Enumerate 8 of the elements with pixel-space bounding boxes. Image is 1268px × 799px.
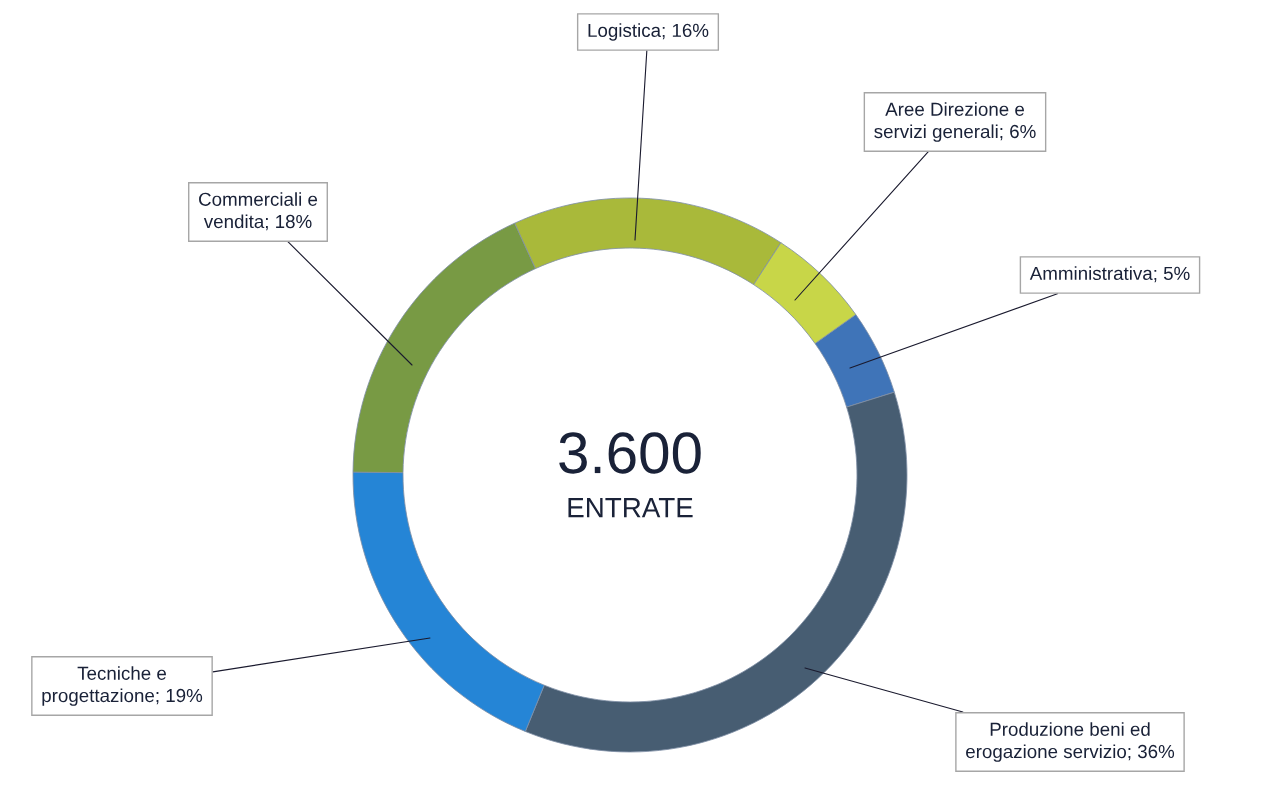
slice-label: Aree Direzione e servizi generali; 6% <box>874 102 1036 142</box>
text: ENTRATE <box>568 498 693 518</box>
slice-label: Tecniche e progettazione; 19% <box>42 666 203 706</box>
slice-label: Logistica; 16% <box>588 23 709 41</box>
slice-label: Produzione beni ed erogazione servizio; 36% <box>966 722 1175 762</box>
text: 3.600 <box>559 432 701 474</box>
slice-label: Amministrativa; 5% <box>1029 266 1190 283</box>
slice-label: Commerciali e vendita; 18% <box>199 192 318 231</box>
